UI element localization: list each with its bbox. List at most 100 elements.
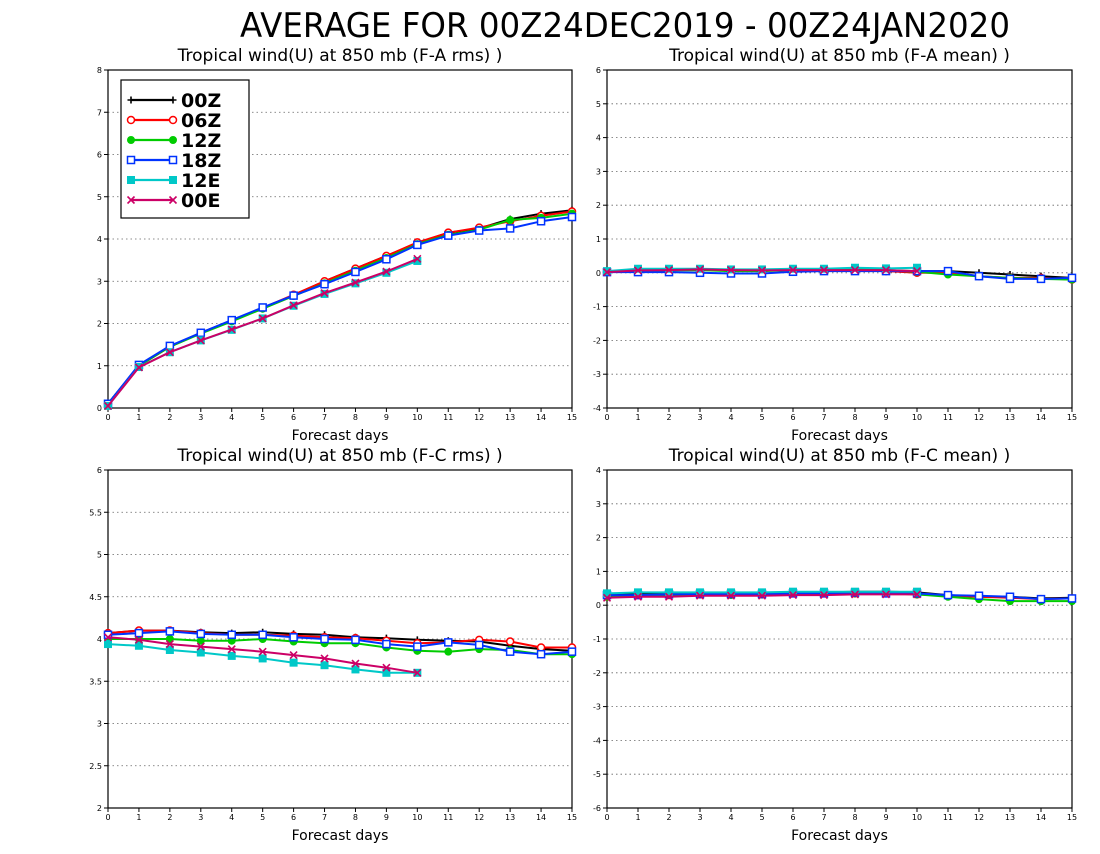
y-tick-label: 4 — [596, 466, 601, 475]
x-tick-label: 5 — [759, 413, 764, 422]
data-point — [444, 231, 453, 240]
data-point — [789, 264, 797, 273]
data-point — [320, 654, 329, 663]
y-tick-label: 2 — [596, 201, 601, 210]
x-axis-label: Forecast days — [791, 428, 888, 444]
data-point — [320, 634, 329, 644]
data-point — [788, 266, 798, 275]
y-tick-label: -4 — [593, 736, 601, 745]
x-tick-label: 2 — [666, 413, 671, 422]
y-tick-label: 0 — [596, 601, 601, 610]
data-point — [289, 658, 298, 667]
data-point — [289, 301, 298, 310]
data-point — [881, 266, 891, 275]
data-point — [633, 592, 643, 601]
data-point — [382, 267, 391, 276]
x-tick-label: 9 — [883, 813, 888, 822]
series-18z — [103, 627, 577, 659]
x-tick-label: 4 — [728, 413, 733, 422]
legend-label: 12E — [181, 170, 220, 192]
data-point — [1005, 274, 1015, 284]
y-tick-label: -5 — [593, 770, 601, 779]
x-tick-label: 12 — [474, 813, 484, 822]
y-tick-label: -1 — [593, 635, 601, 644]
data-point — [196, 648, 205, 657]
data-point — [444, 638, 453, 647]
data-point — [258, 654, 267, 663]
data-point — [227, 630, 236, 640]
data-point — [567, 212, 577, 222]
x-tick-label: 9 — [384, 813, 389, 822]
y-tick-label: 4 — [97, 635, 102, 644]
y-tick-label: 1 — [596, 567, 601, 576]
x-tick-label: 11 — [943, 413, 953, 422]
data-point — [664, 266, 674, 275]
plot-frame — [606, 69, 1073, 409]
x-tick-label: 1 — [136, 413, 141, 422]
data-point — [227, 645, 236, 654]
data-point — [1036, 274, 1046, 284]
x-axis-label: Forecast days — [791, 828, 888, 844]
data-point — [165, 627, 175, 636]
legend-marker — [127, 176, 135, 184]
data-point — [382, 663, 391, 672]
x-tick-label: 3 — [198, 413, 203, 422]
x-tick-label: 7 — [322, 413, 327, 422]
data-point — [912, 590, 922, 599]
y-tick-label: 0 — [97, 404, 102, 413]
y-tick-label: 0 — [596, 269, 601, 278]
series-00e — [103, 633, 422, 677]
data-point — [974, 271, 984, 281]
data-point — [474, 226, 484, 235]
legend-marker — [168, 115, 178, 125]
y-tick-label: 6 — [97, 466, 102, 475]
x-tick-label: 0 — [604, 413, 609, 422]
series-line — [108, 638, 572, 656]
x-tick-label: 14 — [1036, 413, 1046, 422]
data-point — [104, 640, 112, 649]
x-tick-label: 6 — [790, 413, 795, 422]
series-18z — [103, 212, 577, 409]
x-tick-label: 14 — [536, 813, 546, 822]
legend-marker — [127, 96, 135, 104]
data-point — [289, 291, 298, 300]
legend-marker — [127, 136, 135, 144]
data-point — [320, 279, 329, 289]
data-point — [881, 590, 891, 599]
y-tick-label: 2 — [596, 534, 601, 543]
chart-panel-3: 22.533.544.555.560 1 2 3 4 5 6 7 8 9 10 11 12 13 14 15T… — [89, 446, 577, 844]
x-tick-label: 2 — [666, 813, 671, 822]
data-point — [258, 630, 267, 640]
data-point — [444, 647, 453, 656]
data-point — [819, 590, 829, 600]
data-point — [1005, 592, 1015, 601]
x-tick-label: 7 — [821, 813, 826, 822]
series-line — [607, 591, 1073, 601]
data-point — [351, 635, 360, 645]
x-tick-label: 0 — [105, 413, 110, 422]
y-tick-label: 1 — [97, 362, 102, 371]
y-tick-label: 6 — [97, 151, 102, 160]
data-point — [196, 328, 206, 338]
data-point — [912, 267, 922, 276]
x-tick-label: 11 — [943, 813, 953, 822]
data-point — [382, 255, 391, 264]
data-point — [165, 348, 174, 357]
y-tick-label: 4 — [97, 235, 102, 244]
legend-label: 18Z — [181, 150, 221, 172]
data-point — [757, 266, 767, 275]
y-tick-label: -6 — [593, 804, 601, 813]
plot-frame — [606, 469, 1073, 809]
data-point — [851, 263, 859, 272]
x-tick-label: 13 — [1005, 813, 1015, 822]
x-tick-label: 7 — [322, 813, 327, 822]
x-tick-label: 7 — [821, 413, 826, 422]
data-point — [320, 661, 329, 670]
legend-label: 00E — [181, 190, 220, 212]
x-tick-label: 13 — [505, 813, 515, 822]
y-tick-label: 1 — [596, 235, 601, 244]
